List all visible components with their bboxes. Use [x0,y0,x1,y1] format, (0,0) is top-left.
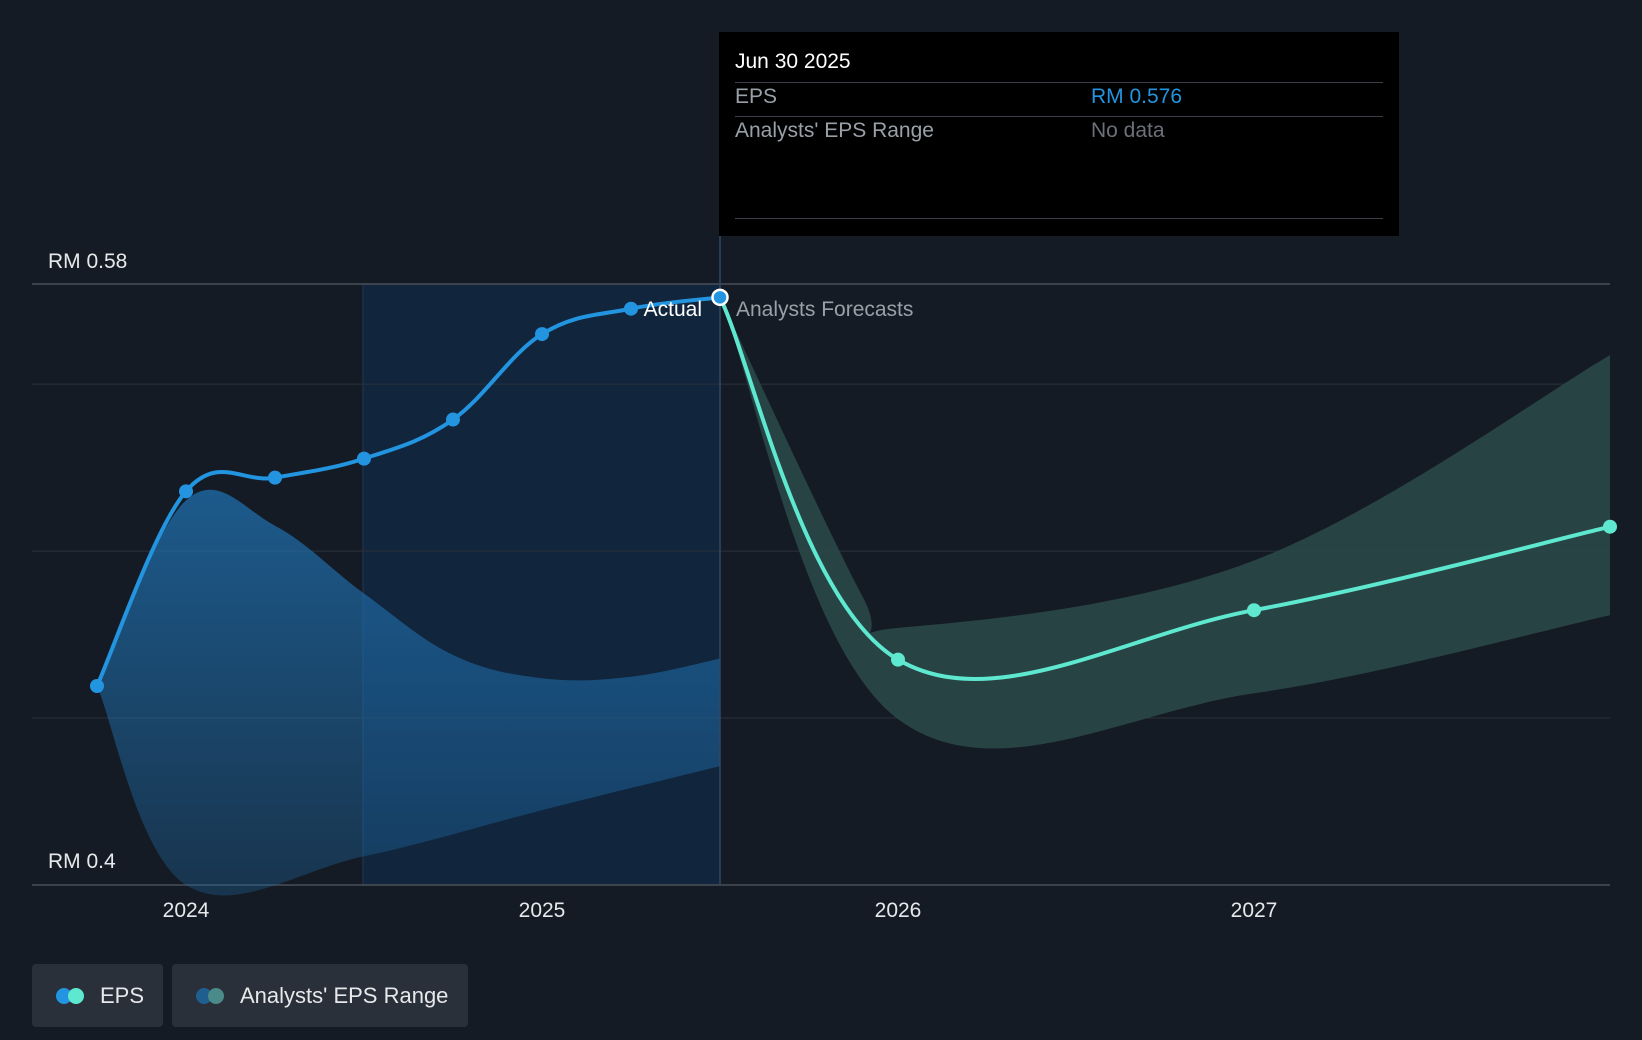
eps-data-point[interactable] [179,484,193,499]
eps-line [95,295,722,688]
forecast-eps-range-area [720,297,1610,749]
tooltip-date: Jun 30 2025 [735,50,851,73]
highlighted-data-point[interactable] [711,288,729,307]
legend-eps-button[interactable]: EPS [32,964,163,1027]
actual-label: Actual [644,298,702,321]
forecast-data-point[interactable] [1603,519,1617,534]
legend-range-button[interactable]: Analysts' EPS Range [172,964,468,1027]
x-tick-label: 2024 [163,899,210,922]
x-tick-label: 2026 [875,899,922,922]
eps-forecast-line [718,295,1612,681]
x-tick-label: 2027 [1231,899,1278,922]
eps-data-point[interactable] [446,412,460,427]
tooltip: Jun 30 2025 EPS RM 0.576 Analysts' EPS R… [719,32,1399,236]
legend-range-label: Analysts' EPS Range [240,982,449,1008]
eps-data-point[interactable] [357,451,371,466]
x-tick-label: 2025 [519,899,566,922]
tooltip-divider [735,116,1383,117]
eps-data-point[interactable] [624,301,638,316]
y-axis-top-label: RM 0.58 [48,250,127,273]
legend-eps-label: EPS [100,982,145,1008]
tooltip-range-value: No data [1091,119,1165,142]
actual-eps-range-area [97,489,720,896]
eps-data-point[interactable] [268,470,282,485]
forecast-data-point[interactable] [1247,603,1261,618]
tooltip-range-label: Analysts' EPS Range [735,119,934,142]
tooltip-eps-value: RM 0.576 [1091,85,1183,108]
eps-data-point[interactable] [90,679,104,694]
eps-data-point[interactable] [535,327,549,342]
eps-legend-icon [56,987,86,1004]
y-axis-bottom-label: RM 0.4 [48,850,116,873]
forecast-label: Analysts Forecasts [736,298,913,321]
forecast-data-point[interactable] [891,652,905,667]
tooltip-eps-label: EPS [735,85,778,108]
range-legend-icon [196,987,226,1004]
tooltip-divider [735,82,1383,83]
tooltip-divider [735,218,1383,219]
